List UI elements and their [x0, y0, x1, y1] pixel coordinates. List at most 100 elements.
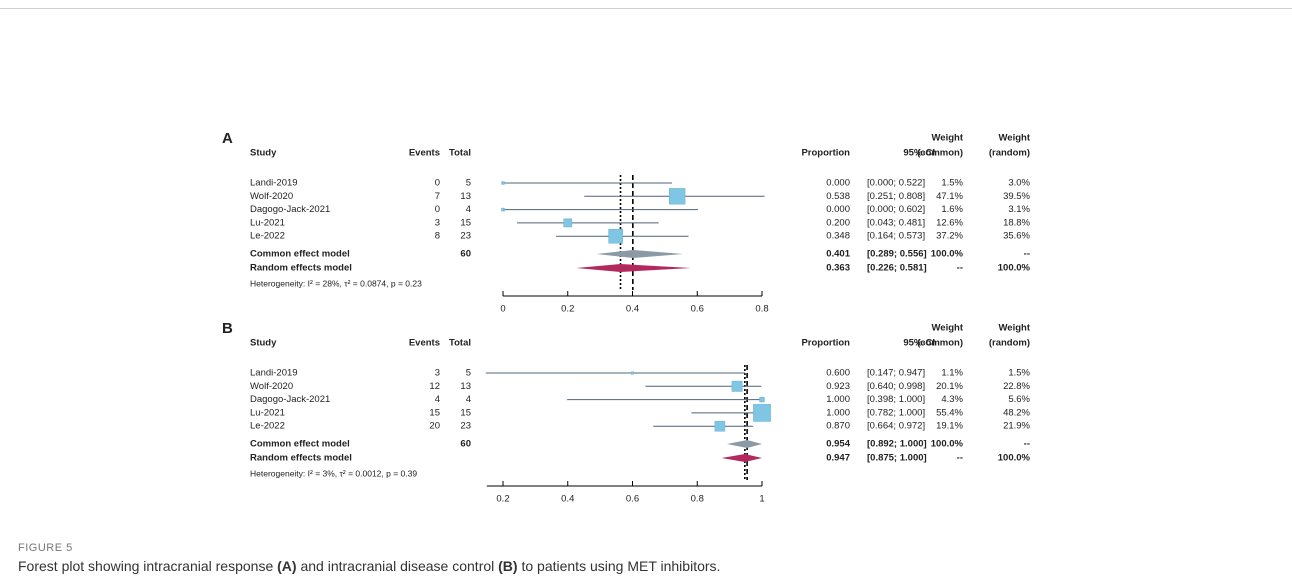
random-diamond [721, 454, 762, 462]
caption-text: to patients using MET inhibitors. [517, 558, 721, 574]
caption-text: (A) [277, 558, 297, 574]
ci-label: [0.000; 0.522] [867, 178, 925, 189]
column-header: Weight [932, 323, 964, 334]
study-square [753, 404, 771, 422]
model-name: Common effect model [250, 249, 350, 260]
study-name: Le-2022 [250, 421, 285, 432]
weight-common: 100.0% [931, 249, 964, 260]
caption-text: and intracranial disease control [296, 558, 499, 574]
column-header: (random) [989, 338, 1030, 349]
column-header: Proportion [801, 148, 850, 159]
x-tick-label: 0.8 [755, 304, 768, 315]
study-name: Lu-2021 [250, 217, 285, 228]
proportion: 1.000 [826, 407, 850, 418]
common-diamond [727, 440, 762, 448]
ci-label: [0.000; 0.602] [867, 204, 925, 215]
events: 0 [435, 204, 440, 215]
weight-random: 35.6% [1003, 231, 1030, 242]
x-tick-label: 0.4 [626, 304, 639, 315]
total: 60 [460, 439, 471, 450]
heterogeneity: Heterogeneity: I² = 28%, τ² = 0.0874, p … [250, 278, 422, 288]
study-name: Wolf-2020 [250, 381, 293, 392]
ci-label: [0.398; 1.000] [867, 394, 925, 405]
column-header: Weight [999, 133, 1031, 144]
study-square [714, 420, 726, 432]
model-name: Common effect model [250, 439, 350, 450]
caption-text: Forest plot showing intracranial respons… [18, 558, 278, 574]
events: 7 [435, 191, 440, 202]
ci-label: [0.147; 0.947] [867, 368, 925, 379]
weight-random: 3.0% [1008, 178, 1030, 189]
caption-text: (B) [498, 558, 518, 574]
ci-label: [0.289; 0.556] [867, 249, 927, 260]
column-header: (common) [917, 338, 963, 349]
ci-label: [0.226; 0.581] [867, 263, 927, 274]
weight-common: 4.3% [941, 394, 963, 405]
study-square [731, 380, 743, 392]
proportion: 0.600 [826, 368, 850, 379]
study-square [501, 181, 505, 185]
column-header: Events [409, 338, 440, 349]
ci-label: [0.875; 1.000] [867, 453, 927, 464]
proportion: 0.401 [826, 249, 850, 260]
column-header: Total [449, 338, 471, 349]
weight-common: -- [957, 263, 963, 274]
ci-label: [0.892; 1.000] [867, 439, 927, 450]
model-name: Random effects model [250, 453, 352, 464]
x-tick-label: 0.6 [626, 494, 639, 505]
weight-random: 1.5% [1008, 368, 1030, 379]
events: 3 [435, 217, 440, 228]
ci-label: [0.043; 0.481] [867, 217, 925, 228]
weight-random: 5.6% [1008, 394, 1030, 405]
weight-random: 18.8% [1003, 217, 1030, 228]
proportion: 0.000 [826, 178, 850, 189]
events: 15 [429, 407, 440, 418]
total: 4 [466, 394, 471, 405]
study-name: Landi-2019 [250, 178, 298, 189]
x-tick-label: 0.6 [691, 304, 704, 315]
column-header: Study [250, 338, 277, 349]
proportion: 0.923 [826, 381, 850, 392]
x-tick-label: 0.8 [691, 494, 704, 505]
ci-label: [0.664; 0.972] [867, 421, 925, 432]
weight-random: -- [1024, 439, 1030, 450]
column-header: 95%-CI [903, 338, 935, 349]
total: 4 [466, 204, 471, 215]
study-name: Lu-2021 [250, 407, 285, 418]
events: 8 [435, 231, 440, 242]
weight-common: 47.1% [936, 191, 963, 202]
weight-random: 39.5% [1003, 191, 1030, 202]
forest-figure: A Study Events Total Proportion 95%-CI Weight W… [222, 130, 1031, 505]
events: 12 [429, 381, 440, 392]
column-header: (common) [917, 148, 963, 159]
ci-label: [0.164; 0.573] [867, 231, 925, 242]
heterogeneity: Heterogeneity: I² = 3%, τ² = 0.0012, p =… [250, 468, 417, 478]
x-tick-label: 0.2 [561, 304, 574, 315]
total: 13 [460, 191, 471, 202]
study-square [759, 396, 765, 403]
column-header: Proportion [801, 338, 850, 349]
study-square [631, 371, 634, 375]
weight-random: 100.0% [998, 453, 1031, 464]
weight-common: 55.4% [936, 407, 963, 418]
top-rule [0, 8, 1292, 9]
column-header: Events [409, 148, 440, 159]
weight-common: 100.0% [931, 439, 964, 450]
x-tick-label: 1 [759, 494, 764, 505]
common-diamond [596, 250, 684, 258]
model-name: Random effects model [250, 263, 352, 274]
proportion: 0.954 [826, 439, 850, 450]
study-name: Dagogo-Jack-2021 [250, 394, 330, 405]
study-name: Wolf-2020 [250, 191, 293, 202]
weight-common: 37.2% [936, 231, 963, 242]
proportion: 0.538 [826, 191, 850, 202]
proportion: 0.348 [826, 231, 850, 242]
weight-common: 1.6% [941, 204, 963, 215]
weight-common: 1.1% [941, 368, 963, 379]
weight-random: 3.1% [1008, 204, 1030, 215]
x-tick-label: 0.4 [561, 494, 574, 505]
column-header: (random) [989, 148, 1030, 159]
weight-common: 1.5% [941, 178, 963, 189]
ci-label: [0.640; 0.998] [867, 381, 925, 392]
study-square [563, 218, 573, 228]
